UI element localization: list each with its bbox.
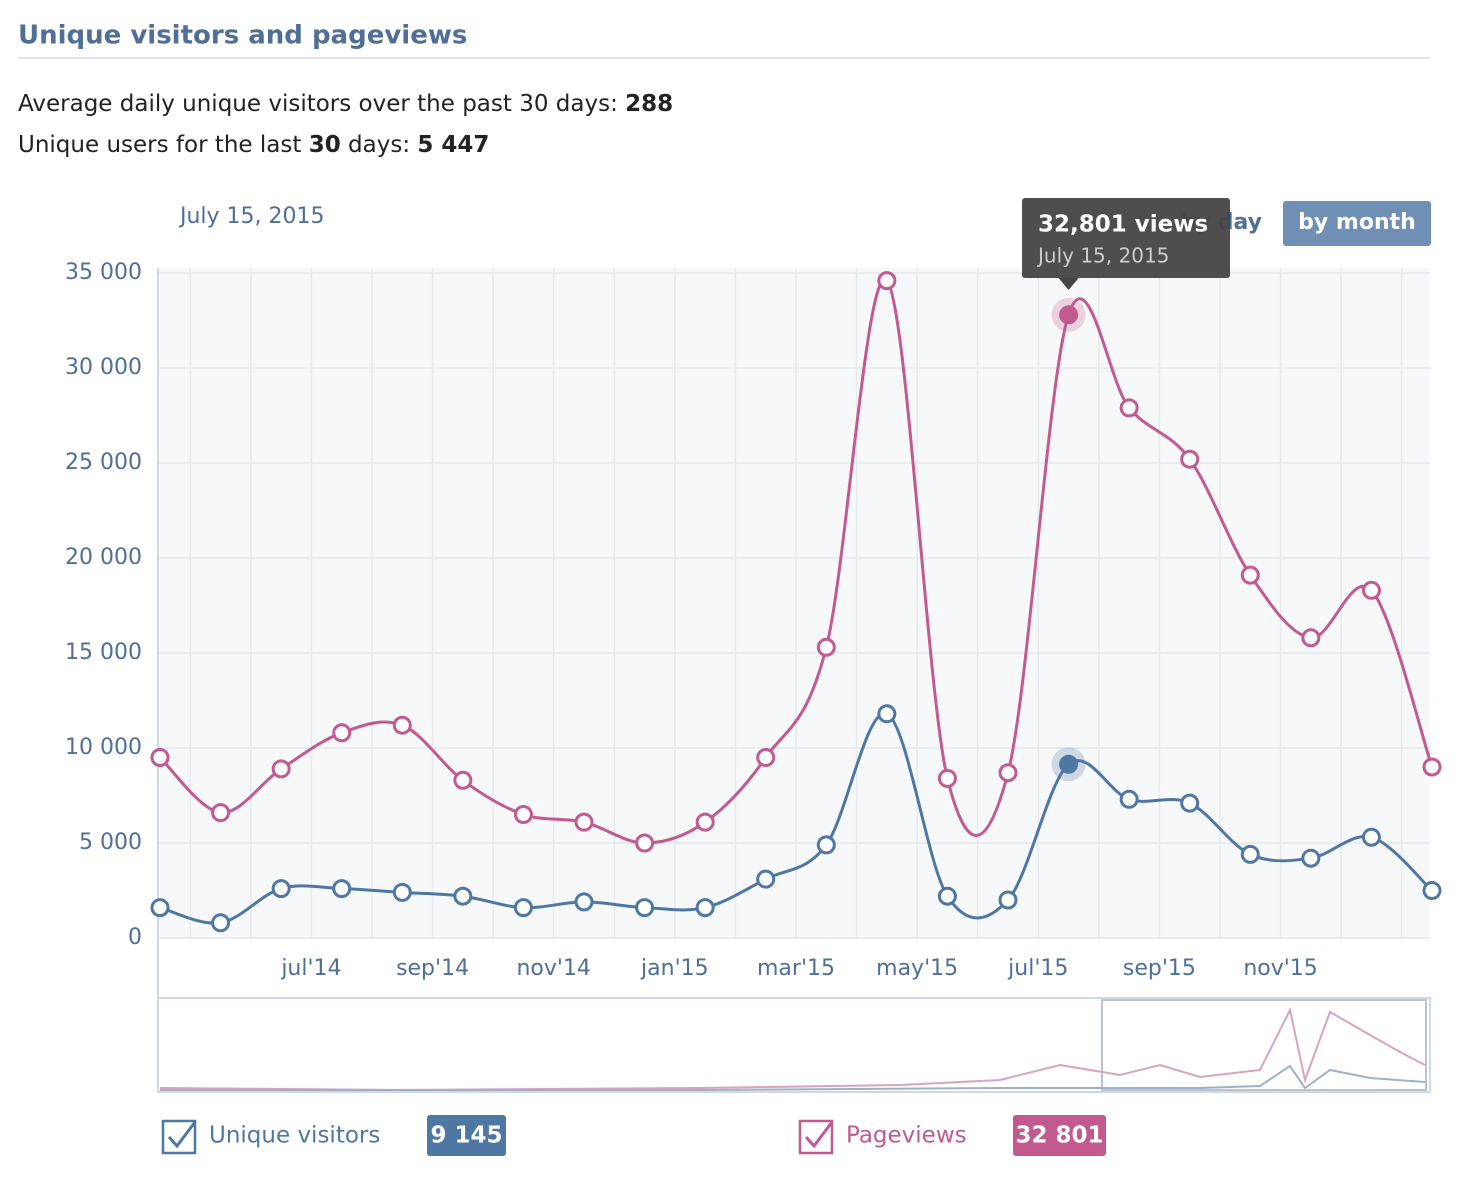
point [392,715,412,735]
plot: 0 5 000 10 000 15 000 20 000 25 000 30 000 35 0… [65,198,1442,998]
x-tick-label: sep'14 [396,956,469,981]
point [937,886,957,906]
y-tick-label: 0 [128,925,142,950]
stat-text: days: [341,132,418,158]
point [1119,789,1139,809]
x-tick-label: nov'14 [516,956,590,981]
point [877,271,897,291]
x-tick-label: mar'15 [757,956,835,981]
by-month-label[interactable]: by month [1298,210,1416,235]
navigator [157,997,1431,1093]
point [150,748,170,767]
point [1240,844,1260,864]
point [816,835,836,855]
navigator-window [1101,999,1427,1091]
point [635,898,655,918]
stat-text: Average daily unique visitors over the p… [18,91,625,117]
x-tick-label: jan'15 [640,956,709,981]
panel-title: Unique visitors and pageviews [18,21,467,51]
y-tick-label: 10 000 [65,735,142,760]
point [1422,881,1442,900]
point [1301,628,1321,648]
tooltip-date: July 15, 2015 [1036,244,1169,268]
point [877,704,897,724]
point [1422,757,1442,777]
point [453,886,473,906]
stat-value: 288 [625,91,673,117]
point [1361,827,1381,847]
by-month-button[interactable] [1283,201,1431,246]
y-tick-label: 5 000 [79,830,142,855]
tooltip-arrow [1058,278,1079,290]
legend-checkbox[interactable] [798,1119,834,1155]
point [1059,754,1079,774]
legend-check [167,1121,197,1149]
point [756,869,776,889]
point [937,768,957,788]
legend-label: Unique visitors [209,1123,380,1149]
point [1301,848,1321,868]
point [211,803,231,823]
x-tick-label: nov'15 [1243,956,1317,981]
point [1361,580,1381,600]
point [816,637,836,657]
y-tick-label: 35 000 [65,260,142,285]
point [271,759,291,779]
navigator-line [159,1007,1426,1092]
legend-checkbox[interactable] [161,1119,197,1155]
legend-check [804,1121,834,1149]
point [332,879,352,899]
tooltip-box [1022,198,1230,278]
point [392,882,412,902]
point [453,770,473,790]
date-label: July 15, 2015 [178,204,325,229]
point [574,892,594,912]
point [998,763,1018,783]
stat-value: 30 [309,132,341,158]
y-tick-label: 25 000 [65,450,142,475]
legend-value: 32 801 [1015,1123,1103,1149]
point [1180,449,1200,469]
point [695,898,715,918]
point [332,723,352,743]
y-tick-label: 15 000 [65,640,142,665]
y-tick-label: 20 000 [65,545,142,570]
x-tick-label: jul'15 [1007,956,1068,981]
point [695,812,715,832]
legend-value: 9 145 [430,1123,502,1149]
point [635,833,655,853]
point [1119,398,1139,418]
x-tick-label: sep'15 [1123,956,1196,981]
x-tick-label: may'15 [876,956,958,981]
point [513,898,533,918]
stat-line: Average daily unique visitors over the p… [18,91,673,117]
point [756,748,776,767]
legend-value-box [427,1115,506,1156]
stat-value: 5 447 [417,132,489,158]
point [1180,793,1200,813]
point [150,898,170,918]
y-tick-label: 30 000 [65,355,142,380]
point [1240,565,1260,585]
point [998,890,1018,910]
stat-text: Unique users for the last [18,132,309,158]
legend: Unique visitors 9 145 Pageviews 32 801 [161,1115,1106,1156]
x-tick-label: jul'14 [280,956,341,981]
tooltip-title: 32,801 views [1038,212,1208,238]
navigator-line [160,1064,1426,1091]
legend-label: Pageviews [846,1123,967,1149]
point [513,805,533,824]
point [211,913,231,933]
point [574,812,594,832]
point [1059,305,1079,325]
stat-line: Unique users for the last 30 days: 5 447 [18,132,489,158]
legend-value-box [1013,1115,1106,1156]
point [271,879,291,899]
